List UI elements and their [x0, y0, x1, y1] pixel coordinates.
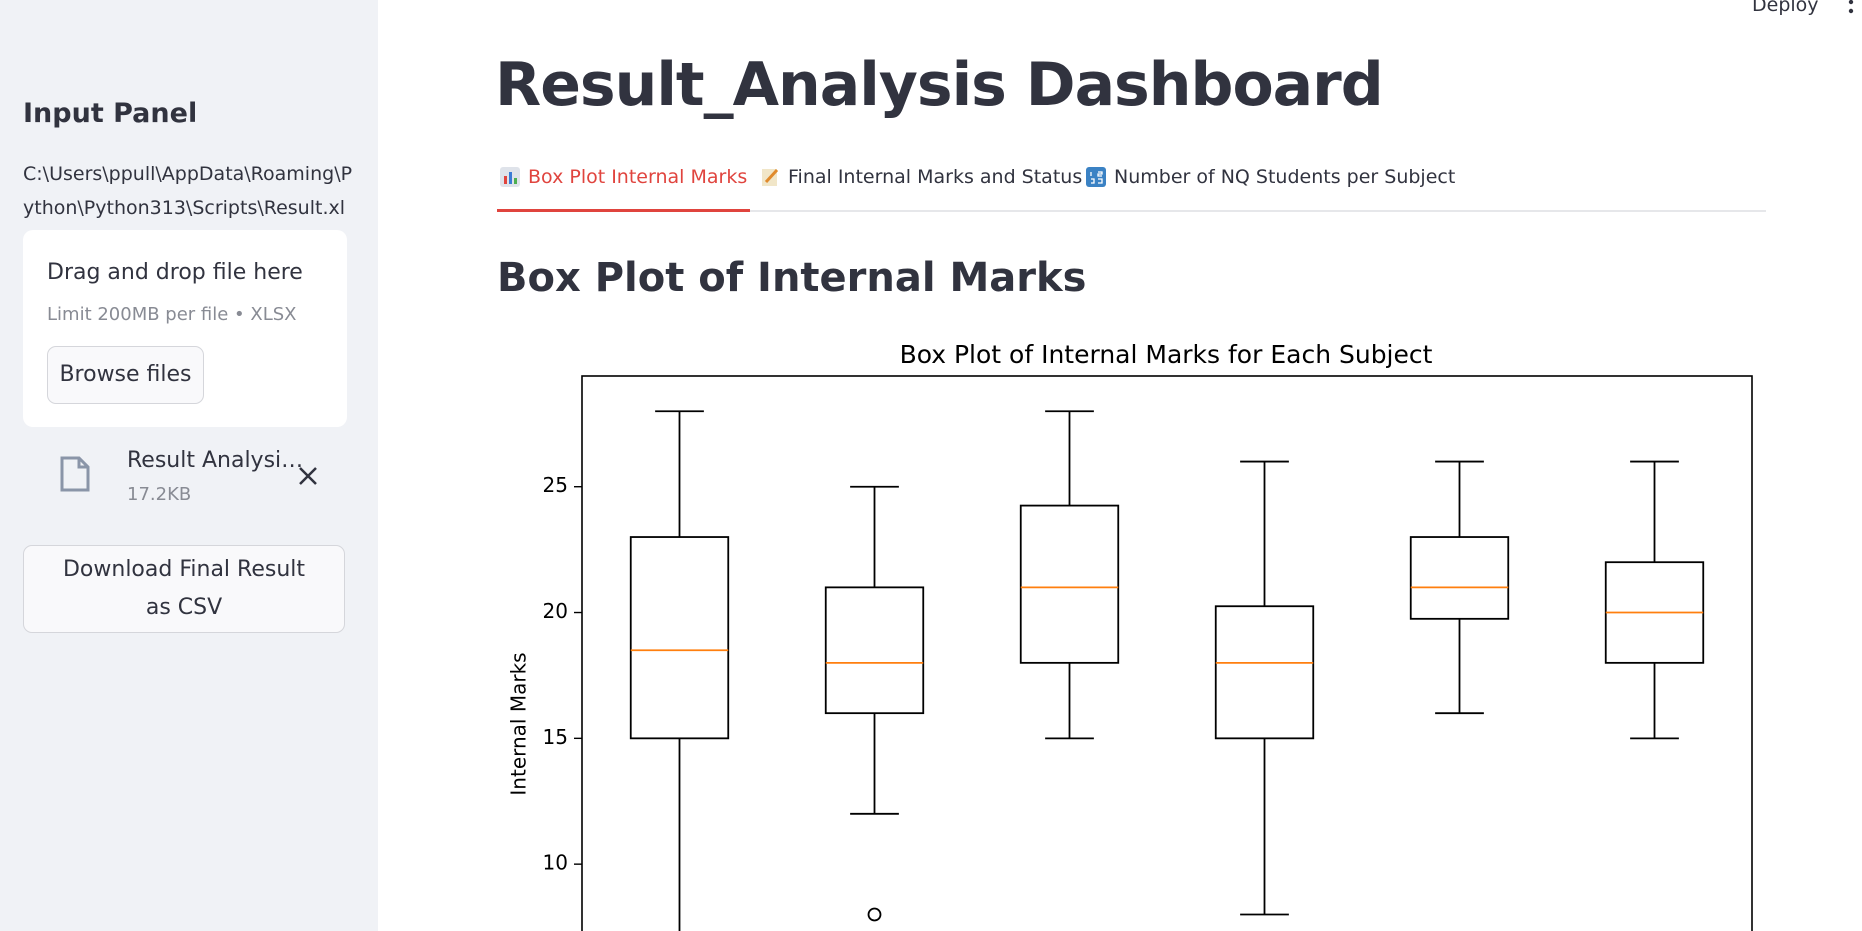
y-tick-label: 25 — [543, 473, 568, 497]
tab-label: Number of NQ Students per Subject — [1114, 166, 1456, 188]
tab-icon — [762, 168, 779, 186]
tab-icon — [500, 167, 520, 187]
uploader[interactable]: Drag and drop file here Limit 200MB per … — [23, 230, 347, 427]
page-title: Result_Analysis Dashboard — [495, 50, 1384, 120]
y-tick-label: 10 — [543, 851, 568, 875]
box — [1019, 504, 1120, 664]
tab-icon — [1086, 167, 1106, 187]
y-axis-label: Internal Marks — [507, 652, 531, 795]
tab-rule — [497, 210, 1766, 212]
sidebar: Input Panel C:\Users\ppull\AppData\Roami… — [0, 0, 378, 931]
plot-frame — [581, 375, 1753, 931]
tab[interactable]: Number of NQ Students per Subject — [1086, 166, 1455, 188]
outlier — [867, 907, 882, 922]
file-icon — [60, 456, 90, 492]
file-size: 17.2KB — [127, 484, 192, 505]
tab-label: Final Internal Marks and Status — [788, 166, 1083, 188]
tab[interactable]: Box Plot Internal Marks — [500, 166, 747, 188]
y-tick-label: 15 — [543, 725, 568, 749]
y-tick-label: 20 — [543, 599, 568, 623]
browse-button[interactable]: Browse files — [47, 346, 204, 404]
box — [1409, 536, 1510, 620]
tab-label: Box Plot Internal Marks — [528, 166, 748, 188]
file-name: Result Analysi… — [127, 448, 304, 473]
sidebar-title: Input Panel — [23, 98, 198, 129]
menu-icon[interactable] — [1846, 0, 1856, 16]
uploader-limit: Limit 200MB per file • XLSX — [47, 304, 297, 325]
box — [1214, 605, 1315, 740]
section-title: Box Plot of Internal Marks — [497, 255, 1087, 301]
remove-file[interactable] — [298, 466, 318, 486]
chart-title: Box Plot of Internal Marks for Each Subj… — [900, 340, 1433, 369]
deploy-button[interactable]: Deploy — [1752, 0, 1819, 16]
uploader-prompt: Drag and drop file here — [47, 260, 303, 285]
download-button[interactable]: Download Final Result as CSV — [23, 545, 345, 633]
box — [824, 586, 925, 715]
tab[interactable]: Final Internal Marks and Status — [760, 166, 1082, 188]
active-tab-indicator — [497, 209, 750, 212]
box — [629, 536, 730, 740]
